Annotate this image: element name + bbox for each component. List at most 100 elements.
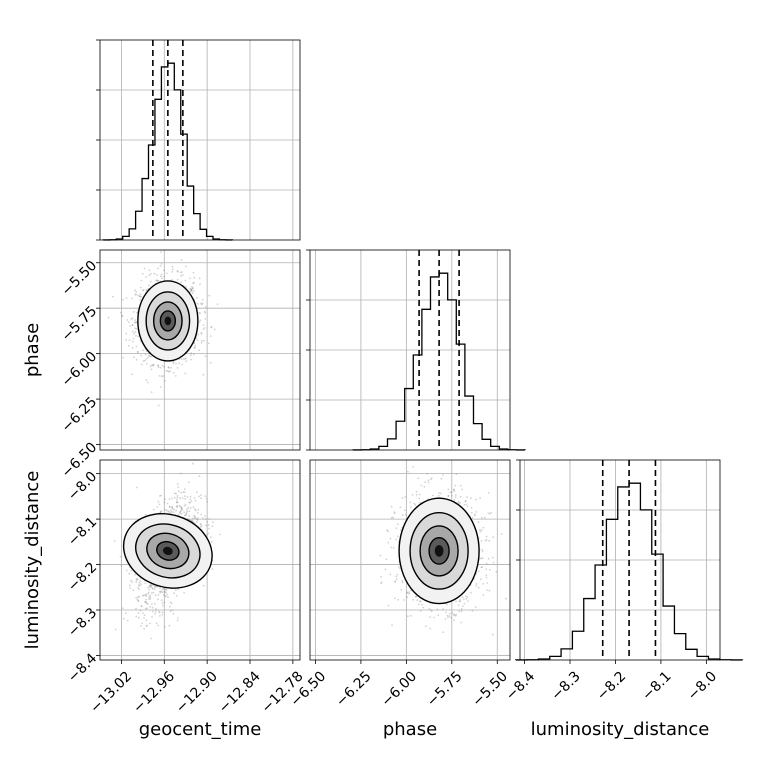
sample-point bbox=[200, 331, 203, 334]
sample-point bbox=[107, 316, 110, 319]
sample-point bbox=[172, 371, 175, 374]
sample-point bbox=[191, 287, 194, 290]
sample-point bbox=[135, 607, 137, 610]
sample-point bbox=[414, 504, 417, 506]
sample-point bbox=[171, 497, 173, 500]
sample-point bbox=[477, 586, 480, 589]
sample-point bbox=[193, 346, 196, 349]
sample-point bbox=[168, 366, 170, 369]
sample-point bbox=[148, 598, 151, 600]
sample-point bbox=[154, 610, 157, 613]
sample-point bbox=[204, 306, 207, 308]
sample-point bbox=[210, 325, 213, 328]
sample-point bbox=[170, 366, 172, 369]
sample-point bbox=[194, 499, 197, 502]
sample-point bbox=[133, 332, 135, 335]
sample-point bbox=[446, 614, 449, 617]
sample-point bbox=[147, 586, 150, 589]
sample-point bbox=[461, 605, 464, 607]
sample-point bbox=[190, 358, 193, 361]
contour-line-geocent-phase-2 bbox=[152, 301, 183, 341]
sample-point bbox=[178, 505, 181, 507]
sample-point bbox=[411, 494, 414, 496]
sample-point bbox=[160, 494, 162, 497]
sample-point bbox=[164, 595, 167, 597]
sample-point bbox=[418, 493, 421, 496]
sample-point bbox=[205, 497, 208, 500]
sample-point bbox=[191, 292, 194, 294]
sample-point bbox=[401, 579, 404, 582]
sample-point bbox=[466, 596, 469, 598]
contour-line-geocent-phase-1 bbox=[145, 291, 191, 351]
sample-point bbox=[166, 272, 168, 275]
sample-point bbox=[182, 491, 185, 494]
scatter-panel-phase-lumdist bbox=[309, 459, 511, 661]
sample-point bbox=[190, 288, 193, 291]
sample-point bbox=[176, 496, 179, 499]
sample-point bbox=[154, 594, 157, 597]
sample-point bbox=[135, 291, 138, 293]
sample-point bbox=[148, 584, 151, 587]
sample-point bbox=[430, 609, 432, 611]
sample-point bbox=[181, 363, 184, 366]
sample-point bbox=[406, 591, 408, 594]
sample-point bbox=[184, 372, 187, 375]
sample-point bbox=[158, 375, 161, 377]
sample-point bbox=[171, 279, 174, 281]
sample-point bbox=[157, 366, 160, 369]
sample-point bbox=[121, 315, 123, 317]
sample-point bbox=[482, 526, 485, 529]
sample-point bbox=[447, 488, 450, 491]
sample-point bbox=[129, 587, 132, 589]
sample-point bbox=[419, 600, 422, 603]
sample-point bbox=[159, 591, 162, 594]
sample-point bbox=[186, 496, 189, 498]
sample-point bbox=[492, 556, 494, 559]
sample-point bbox=[202, 328, 205, 330]
sample-point bbox=[163, 269, 166, 272]
sample-point bbox=[196, 339, 199, 342]
sample-point bbox=[149, 606, 152, 608]
sample-point bbox=[444, 618, 447, 620]
sample-point bbox=[144, 594, 147, 597]
frame-luminosity_distance bbox=[519, 459, 721, 661]
sample-point bbox=[142, 289, 145, 292]
sample-point bbox=[463, 602, 466, 605]
sample-point bbox=[183, 592, 186, 594]
sample-point bbox=[420, 484, 423, 487]
sample-point bbox=[481, 549, 484, 551]
sample-point bbox=[176, 504, 179, 507]
sample-point bbox=[401, 514, 404, 517]
sample-point bbox=[489, 568, 491, 571]
sample-point bbox=[452, 488, 455, 491]
sample-point bbox=[122, 356, 125, 359]
sample-point bbox=[151, 606, 154, 609]
sample-point bbox=[152, 508, 155, 511]
sample-point bbox=[200, 497, 203, 499]
sample-point bbox=[183, 488, 186, 490]
contour-line-geocent-lumdist-3 bbox=[156, 540, 180, 561]
sample-point bbox=[149, 598, 152, 600]
sample-point bbox=[157, 364, 160, 367]
sample-point bbox=[176, 269, 179, 272]
sample-point bbox=[403, 599, 405, 601]
sample-point bbox=[149, 272, 152, 275]
sample-point bbox=[157, 280, 160, 282]
sample-point bbox=[389, 573, 392, 576]
sample-point bbox=[199, 302, 202, 305]
sample-point bbox=[163, 625, 166, 628]
sample-point bbox=[163, 275, 166, 278]
sample-point bbox=[163, 501, 166, 504]
sample-point bbox=[206, 500, 209, 503]
sample-point bbox=[191, 285, 193, 288]
sample-point bbox=[457, 500, 460, 503]
sample-point bbox=[113, 540, 116, 542]
sample-point bbox=[136, 311, 139, 314]
sample-point bbox=[180, 492, 183, 494]
sample-point bbox=[438, 492, 440, 494]
sample-point bbox=[130, 318, 133, 320]
sample-point bbox=[181, 274, 184, 276]
sample-point bbox=[172, 361, 175, 363]
sample-point bbox=[199, 283, 201, 286]
sample-point bbox=[145, 598, 148, 601]
